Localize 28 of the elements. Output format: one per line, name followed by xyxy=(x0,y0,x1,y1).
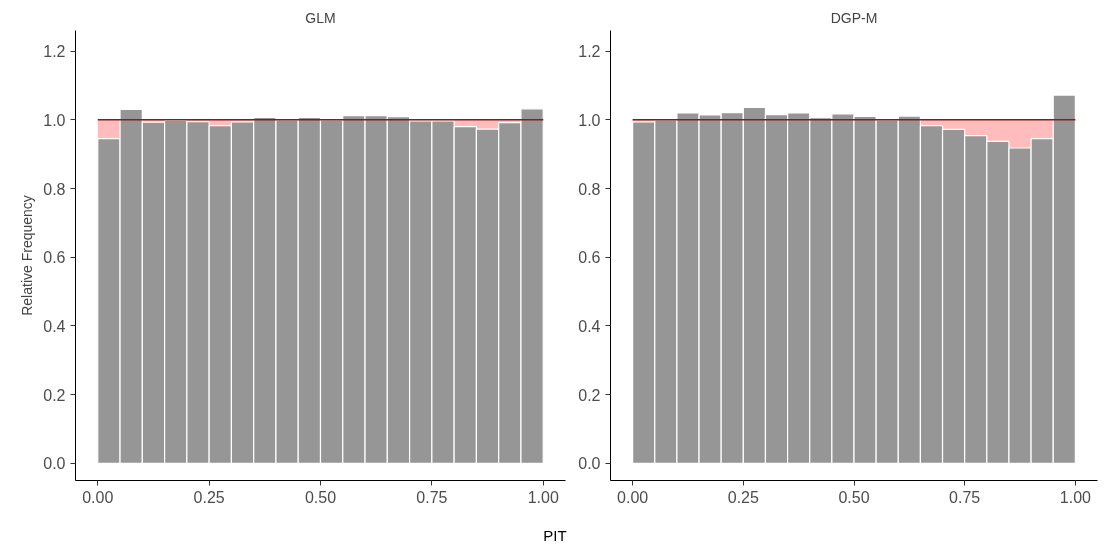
y-tick-label: 0.6 xyxy=(578,249,601,267)
x-tick-label: 1.00 xyxy=(1059,488,1092,506)
chart-title: GLM xyxy=(305,9,336,26)
x-tick-label: 0.25 xyxy=(727,488,759,506)
x-tick-label: 0.25 xyxy=(193,488,225,506)
x-tick-label: 0.50 xyxy=(838,488,870,506)
y-tick-label: 0.4 xyxy=(578,317,601,335)
y-tick-label: 0.8 xyxy=(578,180,601,198)
y-tick-label: 1.0 xyxy=(578,111,601,129)
y-tick-label: 0.0 xyxy=(578,455,601,473)
y-tick-label: 1.2 xyxy=(578,43,601,61)
y-axis-title: Relative Frequency xyxy=(19,195,36,316)
y-tick-label: 0.2 xyxy=(578,386,601,404)
y-tick-label: 0.8 xyxy=(43,180,66,198)
x-tick-label: 0.75 xyxy=(416,488,448,506)
x-tick-label: 0.75 xyxy=(949,488,981,506)
x-tick-label: 1.00 xyxy=(527,488,559,506)
y-tick-label: 0.6 xyxy=(43,249,66,267)
x-axis-title: PIT xyxy=(542,526,568,546)
y-tick-label: 0.0 xyxy=(43,455,66,473)
y-tick-label: 1.0 xyxy=(43,111,66,129)
y-tick-label: 1.2 xyxy=(43,43,66,61)
x-tick-label: 0.00 xyxy=(617,488,649,506)
x-tick-label: 0.50 xyxy=(304,488,337,506)
y-tick-label: 0.4 xyxy=(43,317,66,335)
x-tick-label: 0.00 xyxy=(82,488,114,506)
y-tick-label: 0.2 xyxy=(43,386,66,404)
chart-title: DGP-M xyxy=(830,9,878,26)
